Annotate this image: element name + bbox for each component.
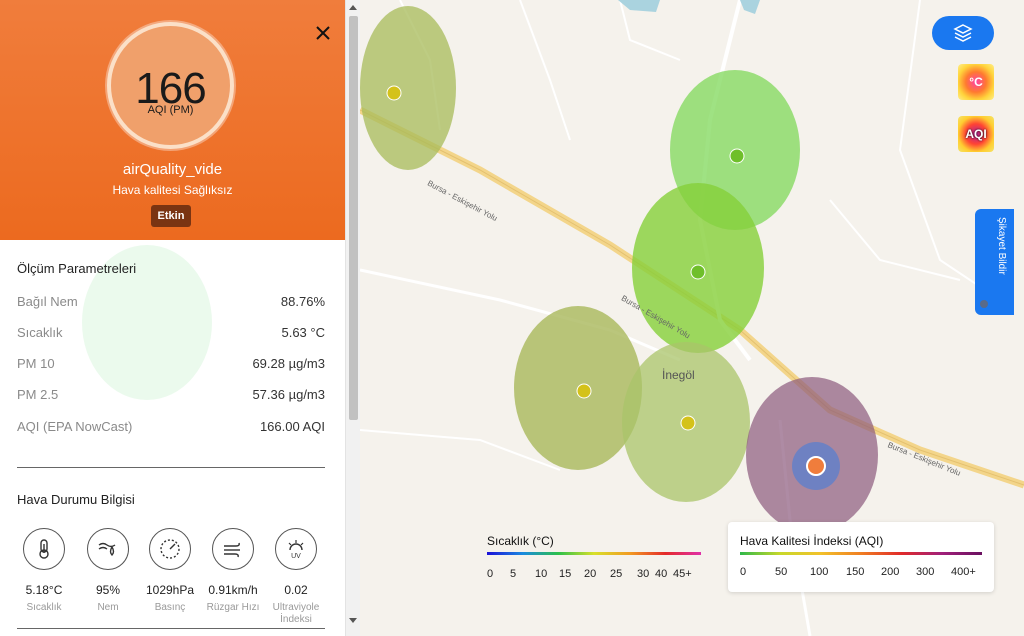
weather-value: 5.18°C <box>25 583 63 597</box>
weather-label: Basınç <box>154 602 186 613</box>
parameter-value: 88.76% <box>280 294 325 309</box>
station-marker <box>690 264 706 280</box>
section-divider <box>17 628 325 629</box>
status-badge: Etkin <box>151 205 191 227</box>
aqi-legend: Hava Kalitesi İndeksi (AQI) 0 50 100 150 200… <box>728 522 994 592</box>
parameter-row: PM 10 69.28 µg/m3 <box>17 356 325 376</box>
parameter-label: PM 2.5 <box>17 387 59 402</box>
station-detail-panel: 166 AQI (PM) airQuality_vide Hava kalite… <box>0 0 345 636</box>
legend-tick: 25 <box>610 568 623 580</box>
parameters-title: Ölçüm Parametreleri <box>17 261 137 276</box>
map-canvas <box>360 0 1024 636</box>
aqi-ticks: 0 50 100 150 200 300 400+ <box>728 566 994 580</box>
legend-tick: 15 <box>559 568 572 580</box>
scroll-thumb[interactable] <box>349 16 358 420</box>
temperature-gradient-bar <box>487 552 701 555</box>
aqi-gauge: 166 AQI (PM) <box>107 22 234 149</box>
weather-label: Nem <box>97 602 119 613</box>
scroll-up-arrow[interactable] <box>349 5 357 10</box>
legend-title: Sıcaklık (°C) <box>487 534 554 548</box>
weather-label: Rüzgar Hızı <box>206 602 260 613</box>
section-divider <box>17 467 325 468</box>
legend-tick: 400+ <box>951 566 976 578</box>
legend-tick: 40 <box>655 568 668 580</box>
parameter-row: Bağıl Nem 88.76% <box>17 294 325 314</box>
report-label: Şikayet Bildir <box>996 217 1007 275</box>
station-marker <box>576 383 592 399</box>
parameter-value: 166.00 AQI <box>259 419 325 434</box>
legend-tick: 0 <box>740 566 747 578</box>
legend-tick: 20 <box>584 568 597 580</box>
svg-text:UV: UV <box>291 553 301 560</box>
close-icon[interactable] <box>313 24 333 44</box>
parameter-label: AQI (EPA NowCast) <box>17 419 133 434</box>
weather-label: Ultraviyole İndeksi <box>272 602 320 625</box>
pressure-icon <box>149 528 191 570</box>
town-label: İnegöl <box>662 368 695 382</box>
layers-button[interactable] <box>932 16 994 50</box>
air-quality-status: Hava kalitesi Sağlıksız <box>112 183 233 197</box>
legend-tick: 50 <box>775 566 788 578</box>
legend-tick: 5 <box>510 568 517 580</box>
station-marker <box>729 148 745 164</box>
station-zone <box>360 6 456 170</box>
map-view[interactable]: Bursa - Eskişehir Yolu Bursa - Eskişehir… <box>360 0 1024 636</box>
humidity-icon <box>87 528 129 570</box>
parameter-label: Sıcaklık <box>17 325 63 340</box>
layers-icon <box>953 24 973 42</box>
parameter-value: 57.36 µg/m3 <box>252 387 325 402</box>
weather-value: 0.91km/h <box>208 583 258 597</box>
legend-tick: 150 <box>846 566 865 578</box>
report-dot <box>980 300 988 308</box>
panel-header: 166 AQI (PM) airQuality_vide Hava kalite… <box>0 0 345 240</box>
parameter-row: PM 2.5 57.36 µg/m3 <box>17 387 325 407</box>
station-marker <box>680 415 696 431</box>
thermometer-icon <box>23 528 65 570</box>
parameter-label: PM 10 <box>17 356 55 371</box>
selected-station-marker <box>806 456 826 476</box>
weather-value: 1029hPa <box>145 583 195 597</box>
station-name: airQuality_vide <box>122 161 223 178</box>
panel-scrollbar[interactable] <box>345 0 360 636</box>
aqi-value: 166 <box>135 64 206 113</box>
weather-label: Sıcaklık <box>26 602 62 613</box>
scroll-down-arrow[interactable] <box>349 618 357 623</box>
water-body <box>618 0 660 12</box>
parameter-row: AQI (EPA NowCast) 166.00 AQI <box>17 419 325 439</box>
parameter-value: 5.63 °C <box>281 325 325 340</box>
weather-value: 95% <box>95 583 121 597</box>
aqi-layer-button[interactable]: AQI <box>958 116 994 152</box>
station-marker <box>386 85 402 101</box>
legend-tick: 0 <box>487 568 494 580</box>
legend-tick: 30 <box>637 568 650 580</box>
temperature-ticks: 0 5 10 15 20 25 30 40 45+ <box>483 568 703 582</box>
legend-tick: 45+ <box>673 568 692 580</box>
legend-tick: 300 <box>916 566 935 578</box>
legend-title: Hava Kalitesi İndeksi (AQI) <box>740 534 884 548</box>
aqi-gradient-bar <box>740 552 982 555</box>
parameter-value: 69.28 µg/m3 <box>252 356 325 371</box>
aqi-unit: AQI (PM) <box>147 104 194 116</box>
parameter-row: Sıcaklık 5.63 °C <box>17 325 325 345</box>
legend-tick: 100 <box>810 566 829 578</box>
wind-icon <box>212 528 254 570</box>
weather-value: 0.02 <box>284 583 308 597</box>
legend-tick: 10 <box>535 568 548 580</box>
background-overlay <box>82 245 212 400</box>
temperature-layer-button[interactable]: °C <box>958 64 994 100</box>
temperature-legend: Sıcaklık (°C) 0 5 10 15 20 25 30 40 45+ <box>483 528 703 588</box>
weather-title: Hava Durumu Bilgisi <box>17 492 135 507</box>
legend-tick: 200 <box>881 566 900 578</box>
parameter-label: Bağıl Nem <box>17 294 78 309</box>
uv-icon: UV <box>275 528 317 570</box>
report-complaint-tab[interactable]: Şikayet Bildir <box>975 209 1014 315</box>
